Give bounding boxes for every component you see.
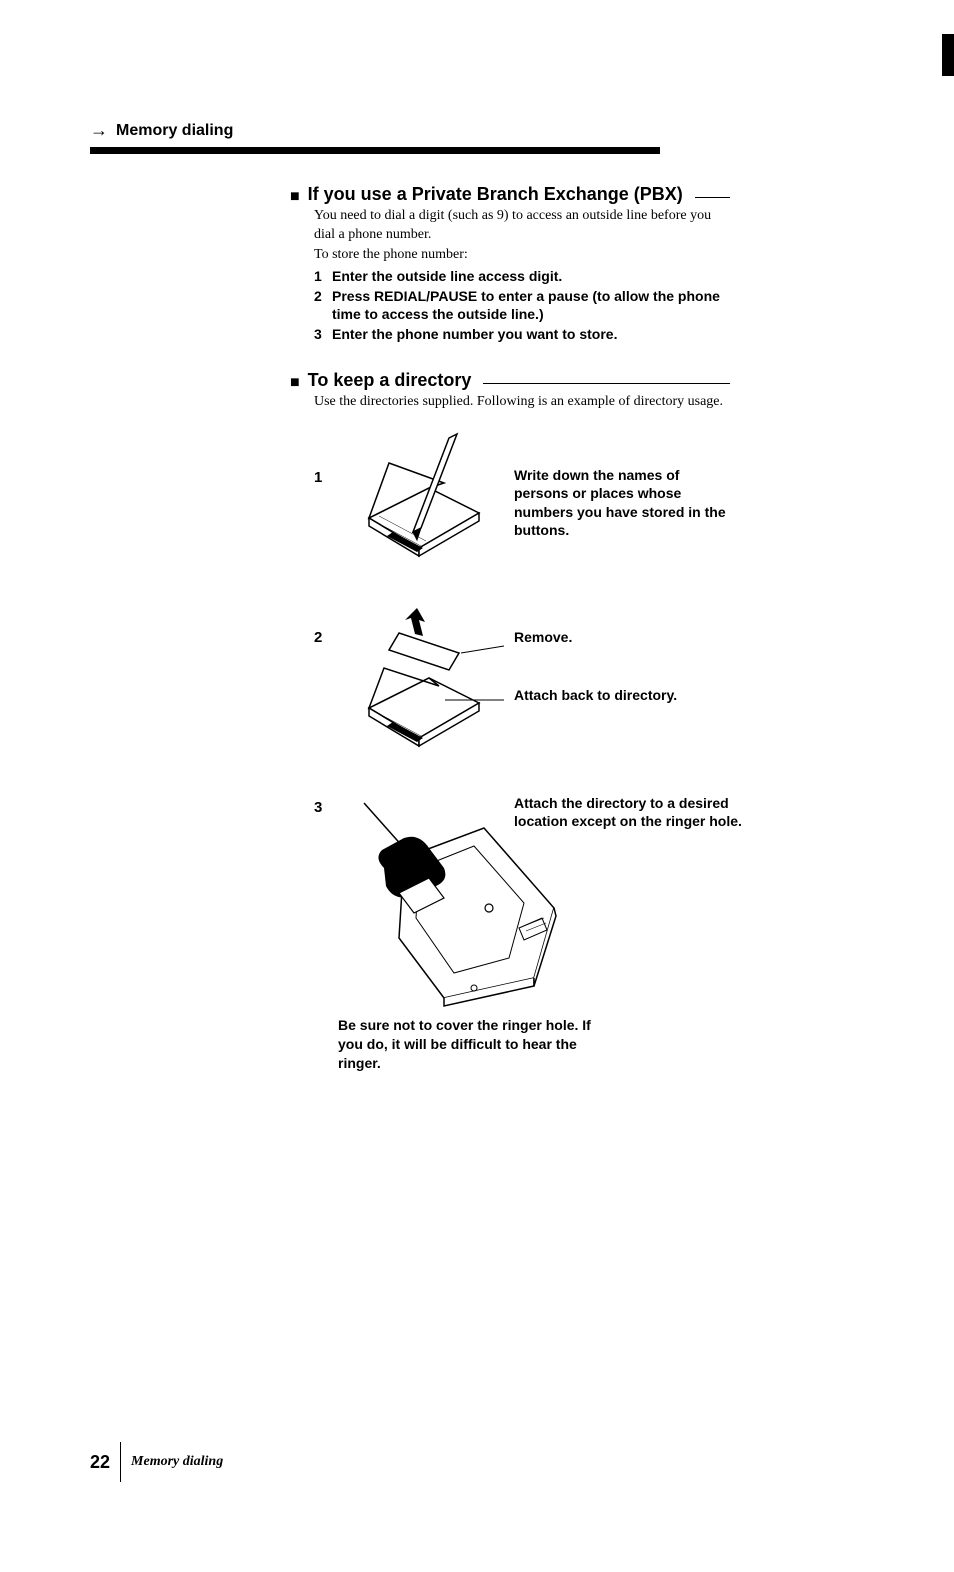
arrow-icon: → xyxy=(90,120,108,141)
step-number: 1 xyxy=(314,267,326,286)
step1-text: Write down the names of persons or place… xyxy=(514,428,730,539)
page-number: 22 xyxy=(90,1452,110,1473)
directory-step-2: 2 xyxy=(314,608,730,768)
pbx-title-rule xyxy=(695,197,730,198)
step2-figure xyxy=(344,608,514,768)
step-text: Press REDIAL/PAUSE to enter a pause (to … xyxy=(332,287,730,325)
pbx-intro-1: You need to dial a digit (such as 9) to … xyxy=(314,207,730,245)
directory-title-row: ■ To keep a directory xyxy=(290,370,730,391)
pbx-title: If you use a Private Branch Exchange (PB… xyxy=(308,184,683,205)
notebook-pen-icon xyxy=(349,428,509,578)
footer-section-label: Memory dialing xyxy=(131,1454,223,1470)
bullet-square-icon: ■ xyxy=(290,189,300,205)
pbx-title-row: ■ If you use a Private Branch Exchange (… xyxy=(290,184,730,205)
step2-remove-label: Remove. xyxy=(514,628,730,646)
directory-title: To keep a directory xyxy=(308,370,472,391)
page-footer: 22 Memory dialing xyxy=(90,1442,223,1482)
step-text: Enter the outside line access digit. xyxy=(332,267,730,286)
directory-intro: Use the directories supplied. Following … xyxy=(314,393,730,412)
directory-step-1: 1 xyxy=(314,428,730,578)
step-number: 3 xyxy=(314,798,344,818)
pbx-step-3: 3 Enter the phone number you want to sto… xyxy=(314,325,730,344)
step2-attach-label: Attach back to directory. xyxy=(514,686,730,704)
main-content: ■ If you use a Private Branch Exchange (… xyxy=(290,184,730,1073)
page-container: → Memory dialing ■ If you use a Private … xyxy=(0,0,954,1159)
header-rule xyxy=(90,147,660,154)
step-text: Enter the phone number you want to store… xyxy=(332,325,730,344)
directory-body: Use the directories supplied. Following … xyxy=(314,393,730,1073)
step2-text-group: Remove. Attach back to directory. xyxy=(514,608,730,704)
step-number: 2 xyxy=(314,287,326,325)
bullet-square-icon: ■ xyxy=(290,375,300,391)
pbx-step-2: 2 Press REDIAL/PAUSE to enter a pause (t… xyxy=(314,287,730,325)
remove-attach-icon xyxy=(349,608,509,768)
step3-text: Attach the directory to a desired locati… xyxy=(514,794,774,830)
directory-step-3: 3 xyxy=(314,798,730,1008)
pbx-section: ■ If you use a Private Branch Exchange (… xyxy=(290,184,730,344)
footer-divider xyxy=(120,1442,121,1482)
pbx-body: You need to dial a digit (such as 9) to … xyxy=(314,207,730,344)
step1-figure xyxy=(344,428,514,578)
directory-section: ■ To keep a directory Use the directorie… xyxy=(290,370,730,1073)
step-number: 3 xyxy=(314,325,326,344)
ringer-warning: Be sure not to cover the ringer hole. If… xyxy=(338,1016,598,1073)
section-breadcrumb-label: Memory dialing xyxy=(116,122,233,140)
pbx-step-1: 1 Enter the outside line access digit. xyxy=(314,267,730,286)
step-number: 2 xyxy=(314,608,344,648)
pbx-steps: 1 Enter the outside line access digit. 2… xyxy=(314,267,730,345)
pbx-intro-2: To store the phone number: xyxy=(314,246,730,265)
section-breadcrumb: → Memory dialing xyxy=(90,120,864,141)
directory-title-rule xyxy=(483,383,730,384)
step-number: 1 xyxy=(314,428,344,488)
